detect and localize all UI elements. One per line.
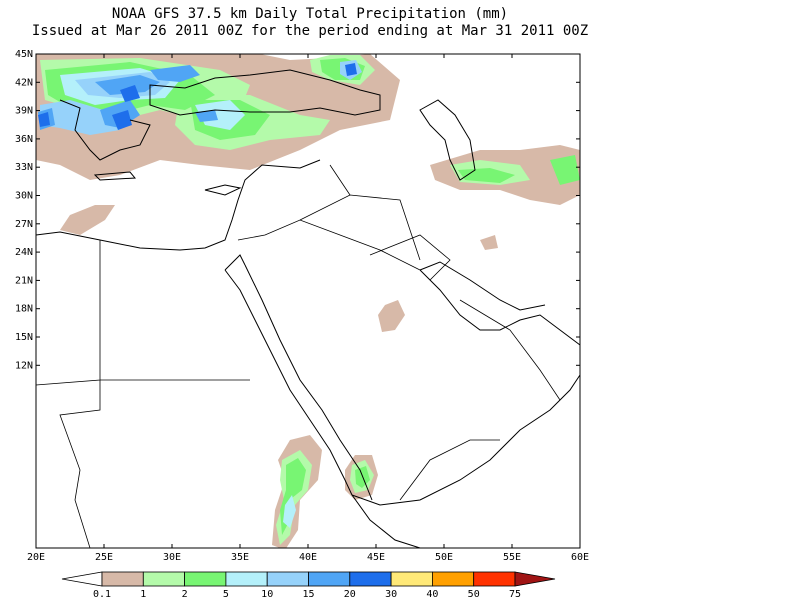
colorbar-arrow-low [61,571,103,587]
borders [36,164,561,548]
colorbar-label: 5 [223,589,229,600]
lon-label: 30E [163,552,181,563]
colorbar-arrow-high [514,571,556,587]
lon-label: 25E [95,552,113,563]
colorbar-swatch [431,571,475,587]
lat-label: 12N [15,360,33,371]
colorbar-swatch [473,571,516,587]
colorbar-swatch [184,571,227,587]
colorbar-label: 30 [385,589,397,600]
lat-label: 24N [15,247,33,258]
map-title: NOAA GFS 37.5 km Daily Total Precipitati… [111,6,509,22]
colorbar-label: 1 [140,589,146,600]
precipitation-field [36,54,580,548]
lon-label: 60E [571,552,589,563]
lon-label: 35E [231,552,249,563]
colorbar-label: 75 [509,589,521,600]
colorbar-label: 10 [261,589,273,600]
colorbar-swatch [266,571,309,587]
lat-label: 18N [15,304,33,315]
colorbar-label: 0.1 [93,589,111,600]
lon-label: 50E [435,552,453,563]
colorbar: 0.1 1 2 5 10 15 20 30 40 50 75 [61,571,556,600]
map-subtitle: Issued at Mar 26 2011 00Z for the period… [31,23,589,39]
colorbar-swatch [142,571,186,587]
lon-label: 55E [503,552,521,563]
lat-label: 21N [15,275,33,286]
colorbar-label: 20 [344,589,356,600]
lat-label: 36N [15,134,33,145]
colorbar-swatch [349,571,392,587]
colorbar-label: 50 [468,589,480,600]
lon-label: 45E [367,552,385,563]
lat-label: 15N [15,332,33,343]
lat-label: 42N [15,77,33,88]
colorbar-label: 40 [426,589,438,600]
lat-label: 45N [15,49,33,60]
longitude-axis: 20E 25E 30E 35E 40E 45E 50E 55E 60E [27,54,589,563]
lon-label: 20E [27,552,45,563]
colorbar-swatch [390,571,433,587]
colorbar-label: 2 [182,589,188,600]
lat-label: 33N [15,162,33,173]
colorbar-swatch [225,571,268,587]
lon-label: 40E [299,552,317,563]
lat-label: 30N [15,191,33,202]
colorbar-label: 15 [302,589,314,600]
colorbar-swatch [101,571,144,587]
lat-label: 27N [15,219,33,230]
lat-label: 39N [15,106,33,117]
colorbar-swatch [308,571,351,587]
latitude-axis: 45N 42N 39N 36N 33N 30N 27N 24N 21N 18N 15N 12N [15,49,580,371]
